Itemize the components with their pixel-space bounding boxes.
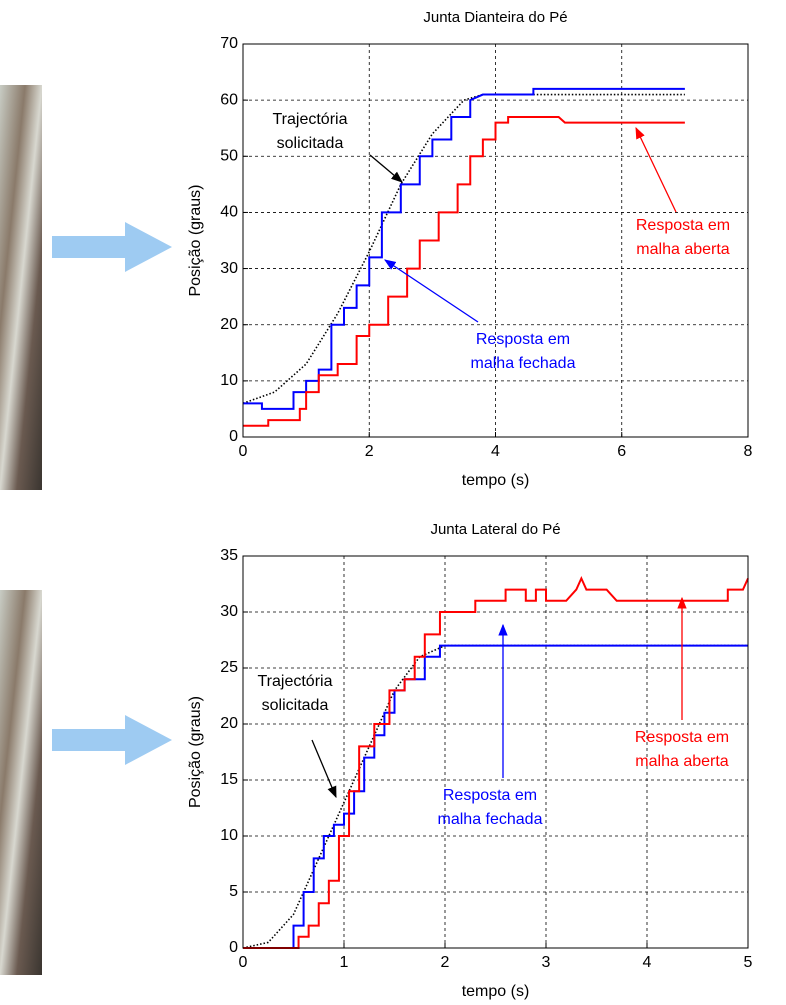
y-tick-label: 0 [229,428,238,445]
x-tick-label: 2 [365,443,374,460]
y-tick-label: 0 [229,939,238,956]
annotation: malha aberta [635,753,728,770]
annotation-arrow [311,739,337,799]
y-tick-label: 20 [220,715,238,732]
x-tick-label: 4 [643,954,652,971]
x-axis-label: tempo (s) [462,472,530,489]
x-tick-label: 3 [542,954,551,971]
x-tick-label: 0 [239,443,248,460]
y-tick-label: 60 [220,91,238,108]
annotation: solicitada [262,697,329,714]
x-tick-label: 4 [491,443,500,460]
y-tick-label: 35 [220,547,238,564]
y-tick-label: 10 [220,372,238,389]
y-tick-label: 25 [220,659,238,676]
chart-title: Junta Dianteira do Pé [423,9,567,26]
y-tick-label: 5 [229,883,238,900]
arrow [52,222,172,272]
y-tick-label: 70 [220,35,238,52]
y-tick-label: 40 [220,204,238,221]
response-line [243,575,749,949]
arrow [52,715,172,765]
photo-strip [0,590,42,975]
photo-strip [0,85,42,490]
annotation-arrow [369,154,403,183]
annotation: malha fechada [438,811,543,828]
y-axis-label: Posição (graus) [187,696,204,808]
y-tick-label: 30 [220,603,238,620]
y-tick-label: 30 [220,260,238,277]
x-axis-label: tempo (s) [462,983,530,1000]
y-tick-label: 10 [220,827,238,844]
plot-frame [242,43,749,438]
annotation: solicitada [277,135,344,152]
reference-line [242,93,685,405]
x-tick-label: 6 [617,443,626,460]
annotation: Resposta em [635,729,729,746]
annotation: Resposta em [636,217,730,234]
annotation: Trajectória [273,111,348,128]
reference-line [242,644,748,949]
annotation: malha fechada [471,355,576,372]
response-line [243,87,685,410]
x-tick-label: 8 [744,443,753,460]
annotation: Resposta em [443,787,537,804]
plot-frame [242,555,749,949]
annotation: Resposta em [476,331,570,348]
x-tick-label: 2 [441,954,450,971]
y-tick-label: 50 [220,148,238,165]
x-tick-label: 5 [744,954,753,971]
y-tick-label: 15 [220,771,238,788]
y-tick-label: 20 [220,316,238,333]
annotation: malha aberta [636,241,729,258]
x-tick-label: 0 [239,954,248,971]
response-line [243,115,685,427]
x-tick-label: 1 [340,954,349,971]
annotation-arrow [384,259,479,323]
annotation-arrow [635,126,677,213]
annotation: Trajectória [258,673,333,690]
chart-title: Junta Lateral do Pé [430,521,560,538]
y-axis-label: Posição (graus) [187,184,204,296]
